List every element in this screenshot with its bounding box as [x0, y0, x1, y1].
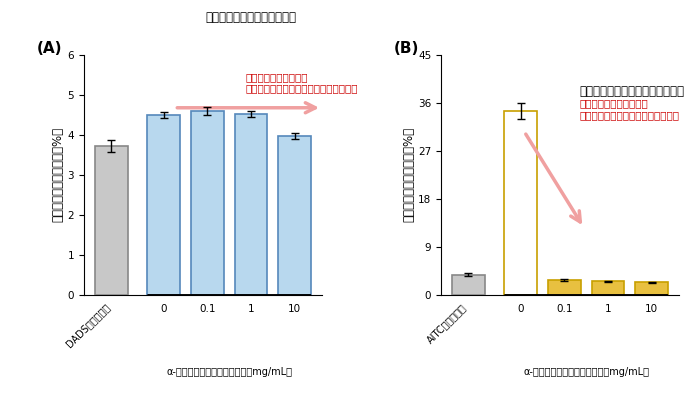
Text: (B): (B) [393, 40, 419, 56]
Bar [636, 283, 668, 295]
Text: DADSの添加無し: DADSの添加無し [64, 302, 111, 349]
Text: 少量の抗酸化剤の添加で
トランス異性化が大幅に抑制される: 少量の抗酸化剤の添加で トランス異性化が大幅に抑制される [579, 98, 679, 120]
Bar [191, 111, 224, 295]
Bar [452, 274, 484, 295]
Text: α-トコフェロールの添加濃度（mg/mL）: α-トコフェロールの添加濃度（mg/mL） [523, 367, 649, 376]
Text: 抗酸化剤を添加しても
トランス異性化はほとんど抑制されない: 抗酸化剤を添加しても トランス異性化はほとんど抑制されない [246, 72, 358, 94]
Text: AITCの添加無し: AITCの添加無し [425, 302, 468, 345]
Text: α-トコフェロールの添加濃度（mg/mL）: α-トコフェロールの添加濃度（mg/mL） [166, 367, 292, 376]
Bar [592, 281, 624, 295]
Text: （イソチオシアネート類の場合）: （イソチオシアネート類の場合） [579, 85, 684, 98]
Y-axis label: トランス脂肪酸の比率（%）: トランス脂肪酸の比率（%） [52, 127, 65, 222]
Bar [504, 111, 537, 295]
Bar [147, 115, 180, 295]
Bar [94, 146, 127, 295]
Bar [234, 114, 267, 295]
Y-axis label: トランス脂肪酸の比率（%）: トランス脂肪酸の比率（%） [402, 127, 415, 222]
Bar [548, 280, 581, 295]
Bar [279, 136, 312, 295]
Text: (A): (A) [36, 40, 62, 56]
Text: （ポリスルフィド類の場合）: （ポリスルフィド類の場合） [205, 11, 296, 24]
